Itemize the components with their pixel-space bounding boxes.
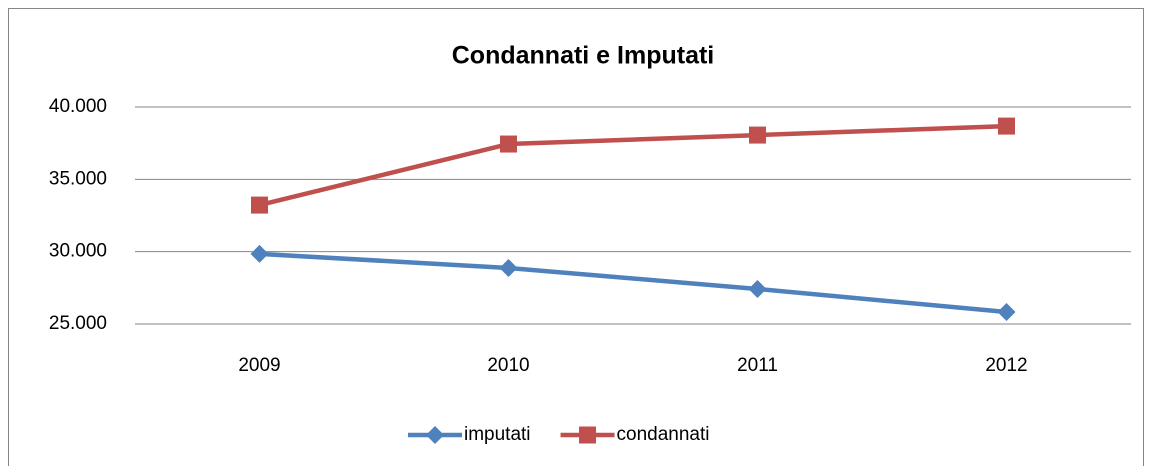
data-point (250, 244, 269, 263)
data-line (258, 123, 1007, 208)
chart-border (8, 8, 1144, 466)
data-line (259, 251, 1007, 315)
data-point (499, 259, 518, 278)
legend-marker (426, 426, 444, 444)
legend-label: imputati (464, 424, 531, 445)
x-tick-label: 2010 (487, 355, 529, 376)
legend-marker (579, 426, 597, 444)
data-point (500, 135, 517, 153)
x-tick-label: 2012 (985, 355, 1027, 376)
y-tick-label: 30.000 (49, 241, 107, 262)
chart-title: Condannati e Imputati (452, 42, 715, 70)
data-point (251, 196, 268, 214)
data-point (749, 126, 766, 144)
y-tick-label: 25.000 (49, 313, 107, 334)
x-tick-label: 2011 (737, 355, 778, 376)
data-point (997, 302, 1016, 321)
y-tick-label: 35.000 (49, 168, 107, 189)
y-tick-label: 40.000 (49, 96, 107, 117)
x-tick-label: 2009 (238, 355, 280, 376)
legend-label: condannati (617, 424, 710, 445)
data-point (998, 117, 1015, 135)
data-point (748, 279, 767, 298)
